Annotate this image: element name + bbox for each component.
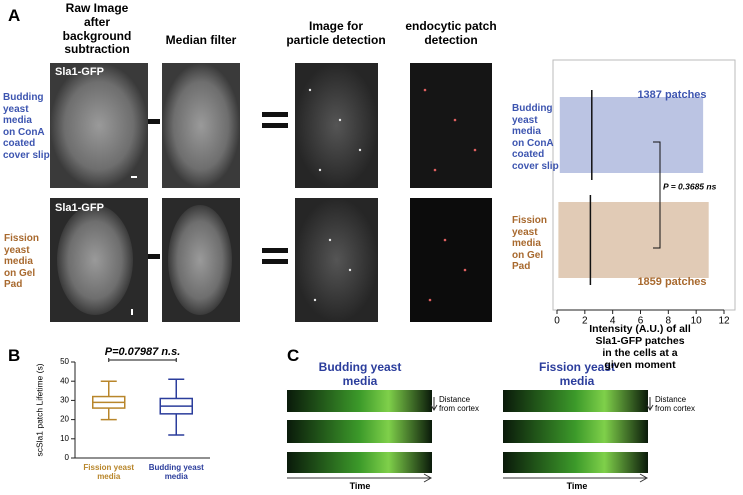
- distribution: [559, 97, 704, 173]
- y-tick-label: 10: [60, 434, 69, 443]
- y-tick-label: 50: [60, 357, 69, 366]
- kymograph-title: Fission yeast media: [538, 360, 616, 388]
- column-header: Median filter: [165, 33, 237, 47]
- count-label: 1387 patches: [637, 89, 706, 101]
- operators: [148, 112, 288, 264]
- panel-label: B: [8, 346, 21, 365]
- axis-label: Distance from cortex: [655, 395, 696, 414]
- count-label: 1859 patches: [637, 276, 706, 288]
- x-tick-label: Fission yeast media: [83, 463, 135, 482]
- p-value: P=0.07987 n.s.: [105, 346, 181, 358]
- x-tick-label: 2: [582, 316, 588, 327]
- annotation: P = 0.3685 ns: [663, 181, 717, 191]
- kymographs: [287, 390, 654, 483]
- x-tick-label: Budding yeast media: [148, 463, 204, 482]
- panel-label: A: [8, 6, 21, 25]
- image-label: Sla1-GFP: [55, 66, 104, 78]
- x-axis-label: Intensity (A.U.) of all Sla1-GFP patches…: [589, 323, 691, 372]
- image-label: Sla1-GFP: [55, 202, 104, 214]
- x-tick-label: 8: [666, 316, 672, 327]
- series-label: Fission yeast media on Gel Pad: [512, 215, 548, 272]
- series-label: Budding yeast media on ConA coated cover…: [512, 103, 559, 172]
- significance-bracket: [653, 141, 661, 249]
- axis-label: Time: [349, 481, 371, 491]
- panel-label: C: [287, 346, 300, 365]
- x-tick-label: 10: [691, 316, 703, 327]
- column-header: Raw Image after background subtraction: [62, 1, 132, 57]
- x-tick-label: 4: [610, 316, 616, 327]
- column-header: endocytic patch detection: [405, 19, 497, 47]
- y-axis-label: scSla1 patch Lifetime (s): [34, 363, 44, 456]
- microscopy-images: [50, 63, 492, 322]
- x-tick-label: 12: [718, 316, 730, 327]
- column-header: Image for particle detection: [286, 19, 386, 47]
- kymograph-title: Budding yeast media: [318, 360, 402, 388]
- axis-label: Time: [566, 481, 588, 491]
- x-tick-label: 0: [554, 316, 560, 327]
- x-tick-label: 6: [638, 316, 644, 327]
- y-tick-label: 40: [60, 376, 69, 385]
- y-tick-label: 20: [60, 415, 69, 424]
- y-tick-label: 30: [60, 396, 69, 405]
- row-label: Fission yeast media on Gel Pad: [4, 233, 40, 290]
- y-tick-label: 0: [65, 453, 70, 462]
- distribution: [558, 202, 709, 278]
- axis-label: Distance from cortex: [439, 395, 480, 414]
- significance-bracket: [108, 358, 177, 362]
- row-label: Budding yeast media on ConA coated cover…: [3, 92, 50, 161]
